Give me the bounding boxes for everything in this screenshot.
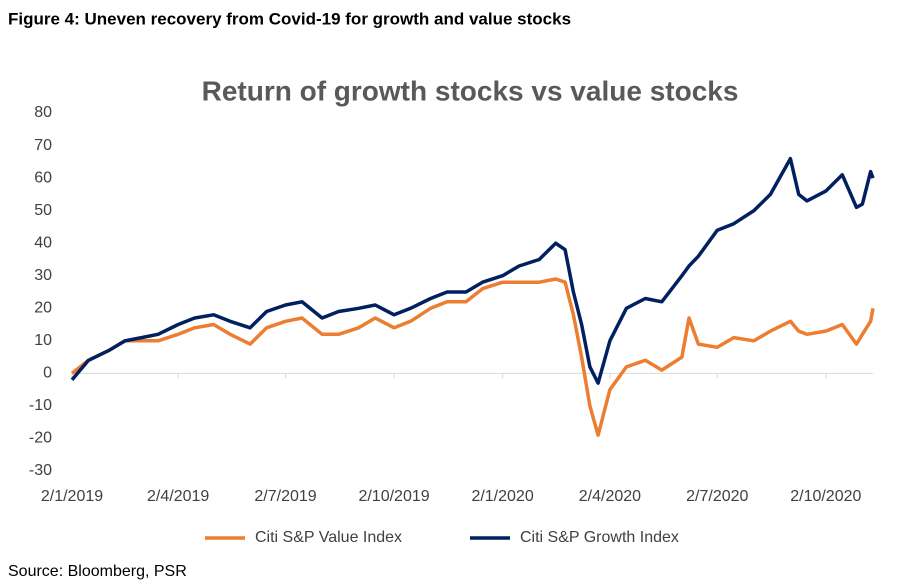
y-tick-label: -20 [29, 430, 52, 447]
y-tick-label: -30 [29, 462, 52, 479]
figure-heading: Figure 4: Uneven recovery from Covid-19 … [8, 9, 571, 28]
x-tick-label: 2/1/2020 [471, 488, 533, 505]
y-tick-label: -10 [29, 397, 52, 414]
series-line [70, 156, 875, 385]
y-tick-label: 30 [34, 267, 52, 284]
series-line [70, 277, 875, 437]
x-tick-label: 2/4/2019 [147, 488, 209, 505]
y-tick-label: 40 [34, 234, 52, 251]
y-tick-label: 60 [34, 169, 52, 186]
legend-label: Citi S&P Value Index [255, 529, 402, 546]
y-tick-label: 20 [34, 299, 52, 316]
y-tick-label: 10 [34, 332, 52, 349]
x-tick-label: 2/10/2019 [358, 488, 429, 505]
x-tick-label: 2/1/2019 [41, 488, 103, 505]
chart-title: Return of growth stocks vs value stocks [202, 75, 739, 106]
x-tick-label: 2/7/2020 [686, 488, 748, 505]
y-tick-label: 50 [34, 202, 52, 219]
x-tick-label: 2/4/2020 [579, 488, 641, 505]
y-tick-label: 70 [34, 137, 52, 154]
y-tick-label: 0 [43, 365, 52, 382]
legend-label: Citi S&P Growth Index [520, 529, 679, 546]
y-tick-label: 80 [34, 104, 52, 121]
source-note: Source: Bloomberg, PSR [8, 563, 187, 580]
x-tick-label: 2/10/2020 [790, 488, 861, 505]
x-tick-label: 2/7/2019 [254, 488, 316, 505]
